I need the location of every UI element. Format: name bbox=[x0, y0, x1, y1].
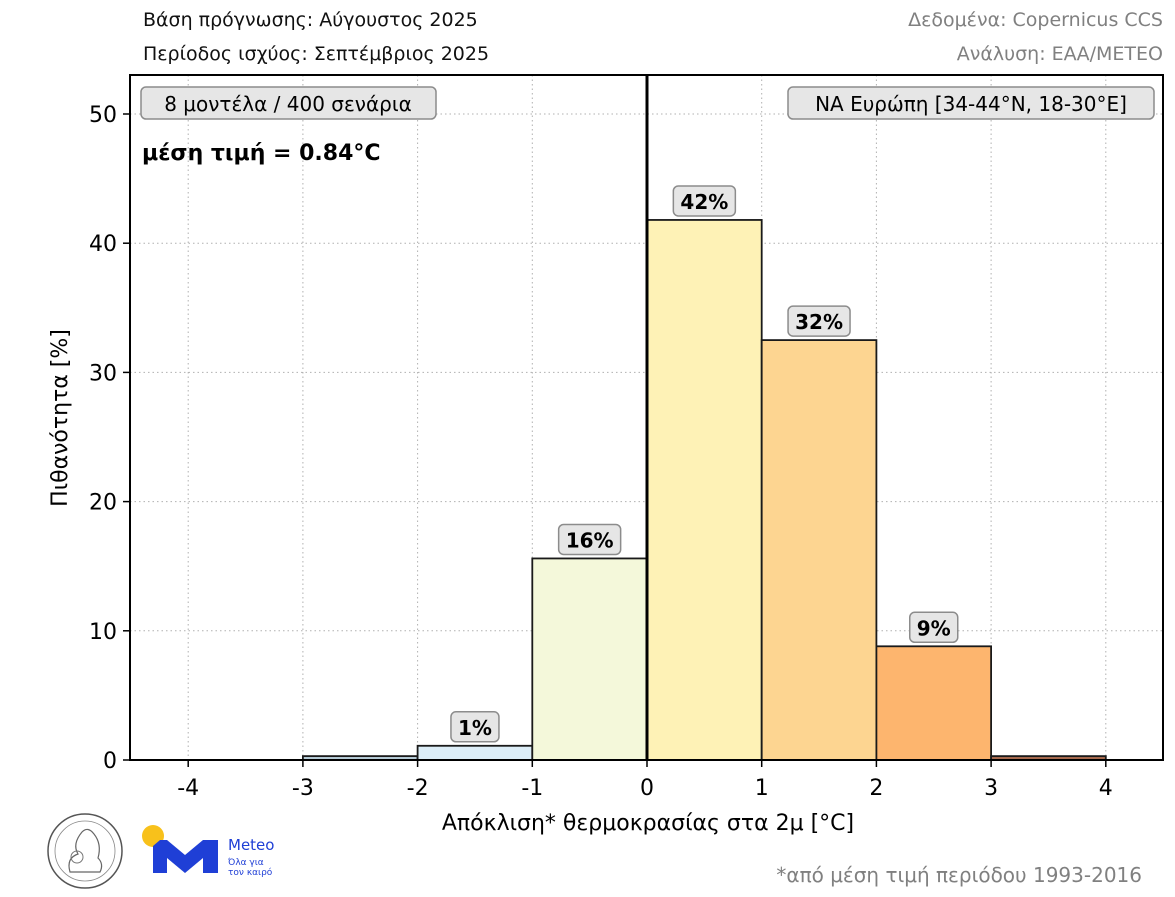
bar-value-label: 42% bbox=[680, 190, 728, 214]
region-text: ΝΑ Ευρώπη [34-44°N, 18-30°E] bbox=[815, 92, 1127, 116]
bar-label-box bbox=[787, 305, 851, 337]
x-tick-label: -1 bbox=[521, 776, 543, 801]
bar-value-label: 16% bbox=[566, 528, 614, 552]
x-tick-label: 2 bbox=[869, 776, 883, 801]
validity-period-label: Περίοδος ισχύος: Σεπτέμβριος 2025 bbox=[143, 43, 490, 65]
y-axis-label: Πιθανότητα [%] bbox=[48, 329, 73, 507]
models-count-text: 8 μοντέλα / 400 σενάρια bbox=[164, 92, 412, 116]
bar-label-box bbox=[672, 185, 737, 217]
meteo-tagline-line2: τον καιρό bbox=[228, 867, 273, 878]
meteo-logo: Meteo Όλα για τον καιρό bbox=[142, 825, 274, 878]
histogram-bar bbox=[875, 645, 993, 761]
mean-value-text: μέση τιμή = 0.84°C bbox=[142, 141, 381, 166]
models-box bbox=[140, 86, 437, 120]
y-tick-label: 20 bbox=[89, 491, 117, 516]
bar-value-label: 32% bbox=[795, 310, 843, 334]
histogram-bar bbox=[416, 744, 534, 761]
y-tick-label: 50 bbox=[89, 103, 117, 128]
bar-label-box bbox=[450, 711, 500, 743]
x-tick-label: -3 bbox=[292, 776, 314, 801]
y-tick-label: 10 bbox=[89, 620, 117, 645]
histogram-bar bbox=[646, 219, 763, 761]
footnote-text: *από μέση τιμή περιόδου 1993-2016 bbox=[776, 863, 1142, 887]
x-tick-label: -2 bbox=[407, 776, 429, 801]
y-tick-label: 40 bbox=[89, 232, 117, 257]
bar-value-label: 9% bbox=[917, 616, 951, 640]
region-box bbox=[787, 86, 1155, 120]
meteo-brand-text: Meteo bbox=[228, 836, 274, 854]
bar-label-box bbox=[557, 523, 622, 556]
x-tick-label: 4 bbox=[1099, 776, 1113, 801]
analysis-credit-label: Ανάλυση: ΕΑΑ/METEO bbox=[956, 43, 1163, 65]
x-tick-label: 3 bbox=[984, 776, 998, 801]
y-axis-ticks: 0 10 20 30 40 50 bbox=[89, 103, 130, 774]
bar-value-label: 1% bbox=[458, 716, 492, 740]
bar-value-labels: 1% 16% 42% 32% 9% bbox=[450, 185, 959, 743]
histogram-bar bbox=[760, 339, 878, 761]
data-source-label: Δεδομένα: Copernicus CCS bbox=[908, 9, 1163, 31]
y-tick-label: 0 bbox=[103, 749, 117, 774]
bar-label-box bbox=[909, 611, 959, 644]
forecast-base-label: Βάση πρόγνωσης: Αύγουστος 2025 bbox=[143, 9, 478, 31]
x-axis-ticks: -4 -3 -2 -1 0 1 2 3 4 bbox=[177, 760, 1113, 801]
y-tick-label: 30 bbox=[89, 361, 117, 386]
x-axis-label: Απόκλιση* θερμοκρασίας στα 2μ [°C] bbox=[442, 811, 854, 836]
meteo-tagline-line1: Όλα για bbox=[227, 857, 264, 868]
observatory-seal-logo bbox=[47, 813, 123, 889]
x-tick-label: 1 bbox=[755, 776, 769, 801]
histogram-bars bbox=[301, 219, 1107, 761]
x-tick-label: 0 bbox=[640, 776, 654, 801]
x-tick-label: -4 bbox=[177, 776, 199, 801]
histogram-bar bbox=[531, 557, 648, 761]
